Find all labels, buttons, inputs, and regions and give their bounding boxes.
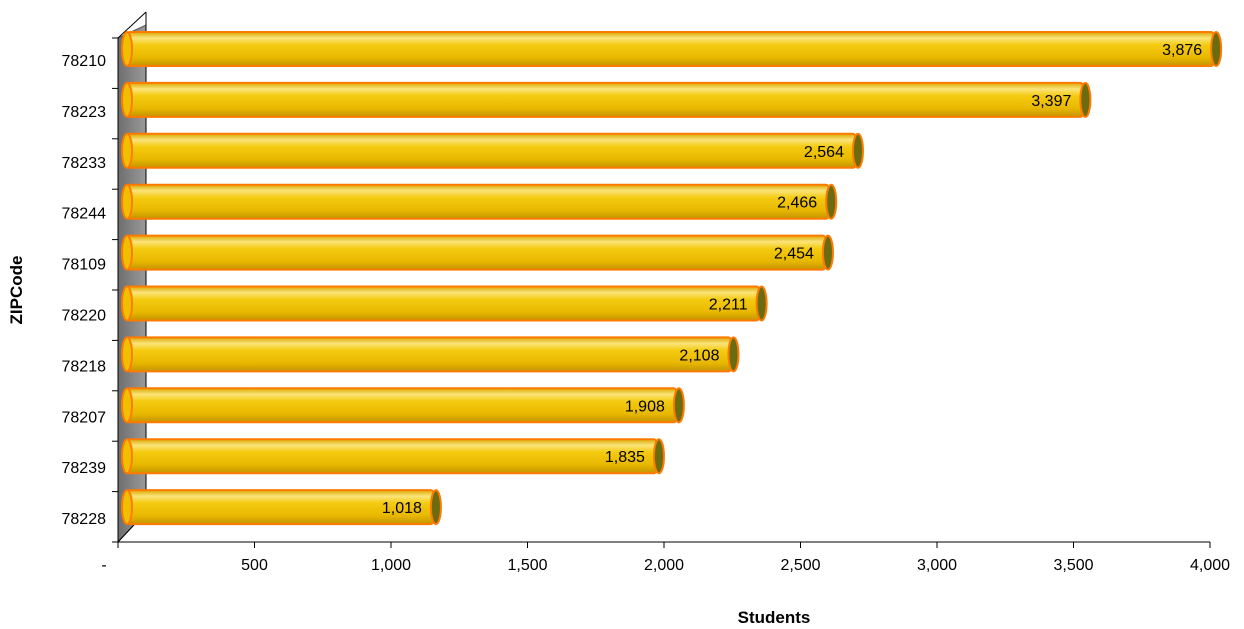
bar [124, 285, 763, 322]
y-category-label: 78244 [62, 206, 107, 223]
bar [124, 183, 833, 220]
bar [124, 31, 1218, 67]
bar-end-cap [429, 489, 442, 526]
bar-value-label: 2,466 [777, 195, 817, 212]
bar-start-cap [121, 489, 133, 526]
x-tick-label: 1,500 [507, 557, 547, 574]
x-tick-label: 4,000 [1190, 557, 1230, 574]
bar-value-label: 2,211 [709, 297, 748, 314]
x-tick-label: 3,000 [917, 557, 957, 574]
y-category-label: 78220 [62, 308, 107, 325]
bar-start-cap [121, 81, 133, 118]
bar-value-label: 1,018 [382, 500, 422, 517]
x-tick-label: 2,500 [780, 557, 820, 574]
x-tick-label: 3,500 [1053, 557, 1093, 574]
bar-value-label: 1,835 [605, 449, 645, 466]
bar-start-cap [121, 234, 133, 271]
y-axis-title: ZIPCode [7, 256, 26, 325]
bar-start-cap [121, 438, 133, 475]
bar-end-cap [727, 336, 740, 373]
bar-end-cap [672, 387, 685, 424]
y-category-label: 78218 [62, 358, 107, 375]
y-category-label: 78207 [62, 409, 107, 426]
bar [124, 132, 859, 169]
bar-end-cap [825, 183, 838, 220]
bar-end-cap [821, 234, 834, 271]
bar-end-cap [1210, 31, 1223, 67]
bar-end-cap [1079, 81, 1092, 118]
y-category-label: 78223 [62, 104, 107, 121]
x-tick-label: 1,000 [371, 557, 411, 574]
bar-start-cap [121, 336, 133, 373]
bar-value-label: 2,564 [804, 144, 844, 161]
bar-value-label: 3,876 [1162, 42, 1202, 59]
x-tick-label: 2,000 [644, 557, 684, 574]
bar-value-label: 2,108 [679, 347, 719, 364]
bar-start-cap [121, 132, 133, 169]
bar [124, 438, 660, 475]
bar-value-label: 2,454 [774, 246, 814, 263]
bar [124, 234, 829, 271]
bar-end-cap [851, 132, 864, 169]
bar-end-cap [755, 285, 768, 322]
y-category-label: 78228 [62, 511, 107, 528]
y-category-label: 78109 [62, 257, 107, 274]
y-category-label: 78210 [62, 53, 107, 70]
y-category-label: 78239 [62, 460, 107, 477]
bar [124, 387, 680, 424]
bar-start-cap [121, 285, 133, 322]
x-tick-label: 500 [241, 557, 268, 574]
bar [124, 81, 1087, 118]
bar-value-label: 3,397 [1031, 93, 1071, 110]
x-tick-label: - [101, 557, 106, 574]
x-axis-title: Students [738, 608, 811, 627]
bar-start-cap [121, 31, 133, 67]
bar-start-cap [121, 387, 133, 424]
y-category-label: 78233 [62, 155, 107, 172]
bar-end-cap [652, 438, 665, 475]
back-wall-top-edge [117, 11, 147, 39]
bar [124, 336, 735, 373]
bar-value-label: 1,908 [625, 398, 665, 415]
bar-start-cap [121, 183, 133, 220]
